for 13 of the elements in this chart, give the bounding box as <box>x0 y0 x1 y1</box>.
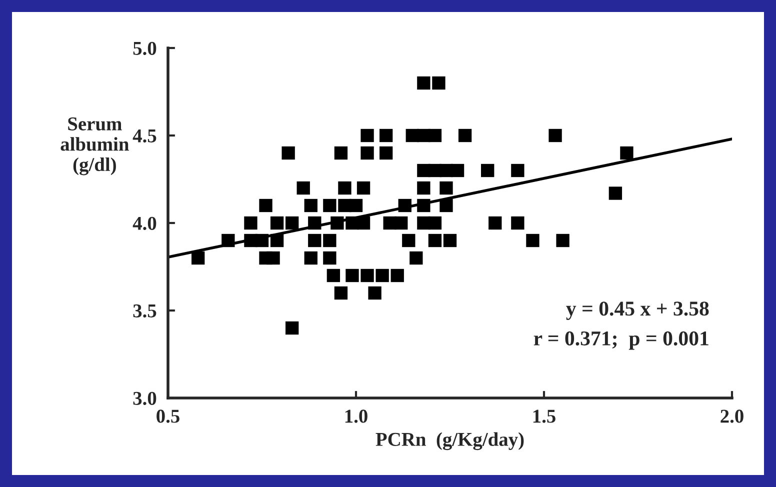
y-tick-label: 4.5 <box>132 129 156 143</box>
x-tick-label: 2.0 <box>720 410 744 423</box>
y-tick-label: 4.0 <box>132 216 156 230</box>
x-axis-title: PCRn (g/Kg/day) <box>376 432 524 450</box>
x-tick-label: 1.5 <box>533 410 556 423</box>
y-tick-label: 5.0 <box>133 42 156 56</box>
y-axis-title: Serum albumin (g/dl) <box>60 117 129 176</box>
annotation: y = 0.45 x + 3.58 <box>566 302 709 320</box>
y-tick-label: 3.0 <box>133 392 156 406</box>
annotation: r = 0.371; p = 0.001 <box>534 331 708 350</box>
x-tick-label: 1.0 <box>345 410 368 423</box>
y-tick-label: 3.5 <box>133 304 156 318</box>
x-tick-label: 0.5 <box>156 410 180 423</box>
